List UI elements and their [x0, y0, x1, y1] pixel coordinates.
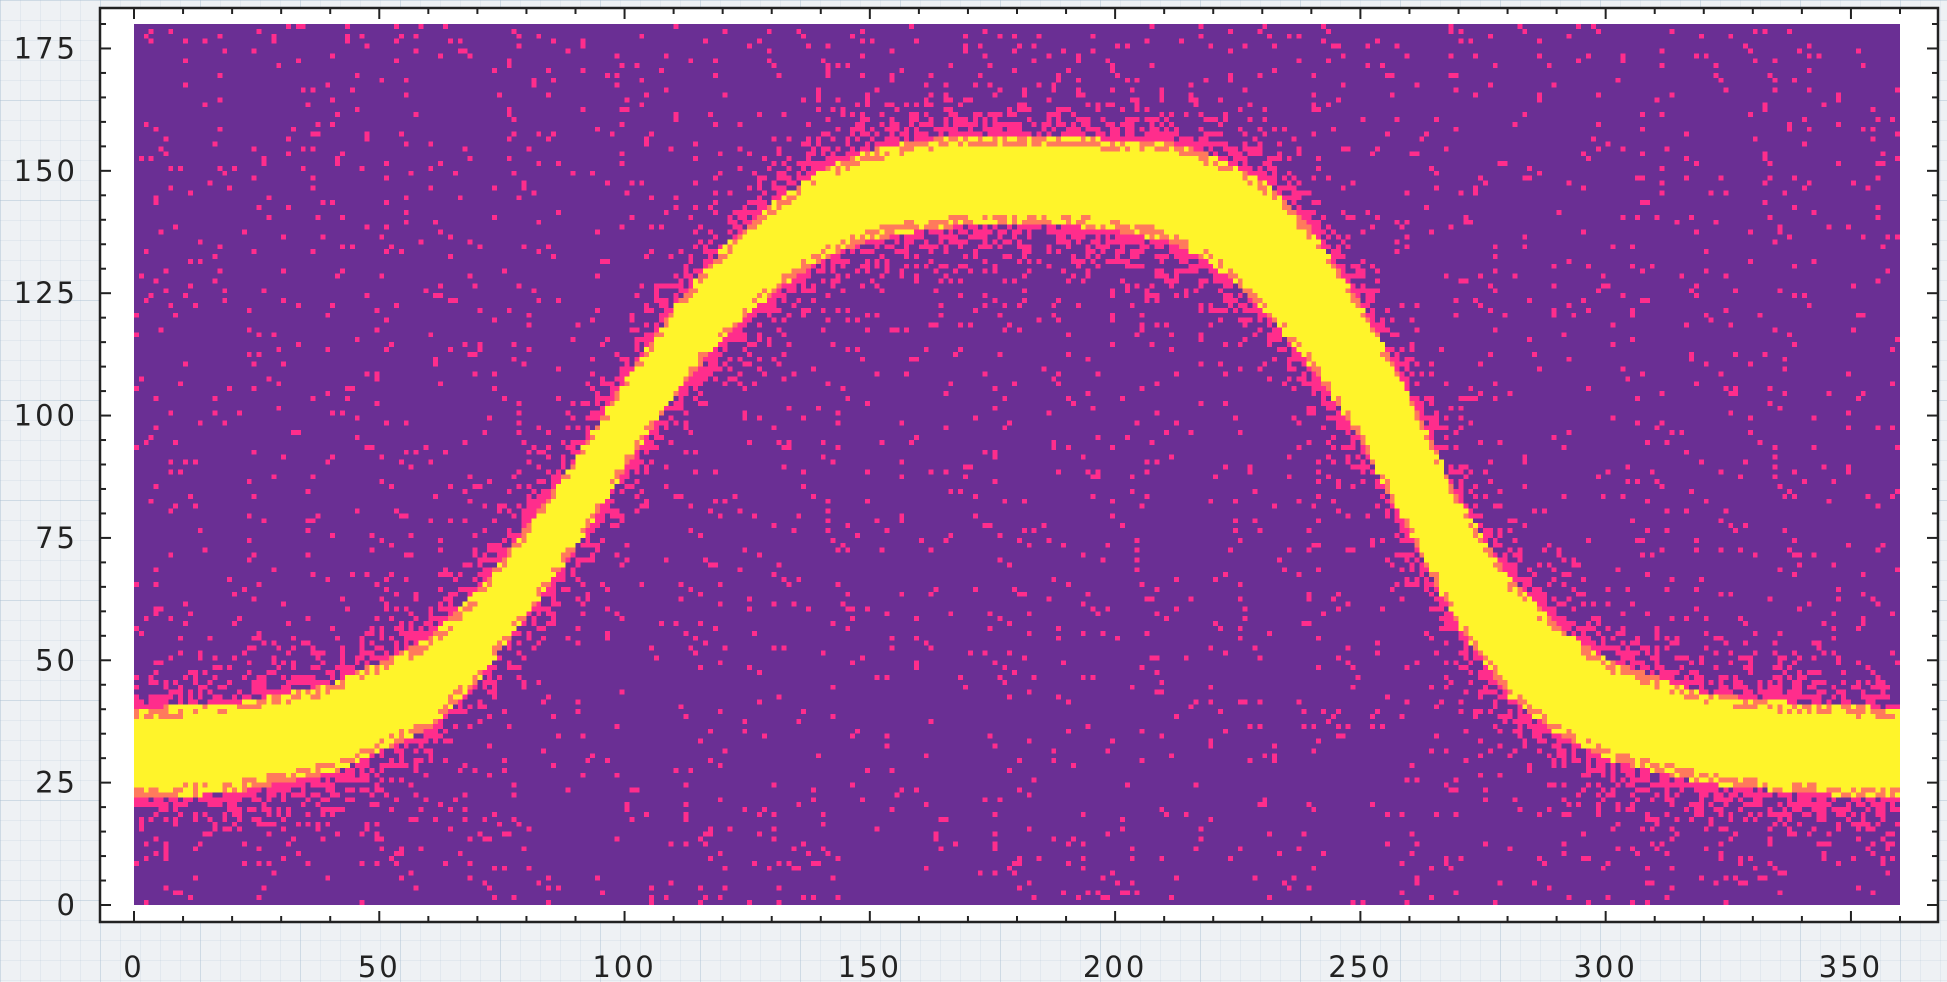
- x-tick-label: 300: [1573, 950, 1637, 982]
- y-axis-tick-labels: 0 25 50 75 100 125 150 175: [14, 31, 78, 922]
- y-tick-label: 75: [35, 521, 78, 555]
- x-tick-label: 150: [838, 950, 902, 982]
- y-tick-label: 25: [35, 766, 78, 800]
- x-tick-label: 100: [592, 950, 656, 982]
- y-tick-label: 125: [14, 276, 78, 310]
- x-tick-label: 0: [123, 950, 144, 982]
- x-tick-label: 50: [358, 950, 401, 982]
- x-axis-tick-labels: 0 50 100 150 200 250 300 350: [123, 950, 1883, 982]
- x-axis-ticks: [133, 8, 1901, 922]
- y-tick-label: 0: [57, 888, 78, 922]
- heatmap-image: [134, 24, 1900, 905]
- x-tick-label: 250: [1328, 950, 1392, 982]
- x-tick-label: 200: [1083, 950, 1147, 982]
- y-tick-label: 175: [14, 31, 78, 65]
- y-axis-ticks: [100, 23, 1938, 906]
- y-tick-label: 50: [35, 643, 78, 677]
- x-tick-label: 350: [1819, 950, 1883, 982]
- y-tick-label: 150: [14, 154, 78, 188]
- y-tick-label: 100: [14, 399, 78, 433]
